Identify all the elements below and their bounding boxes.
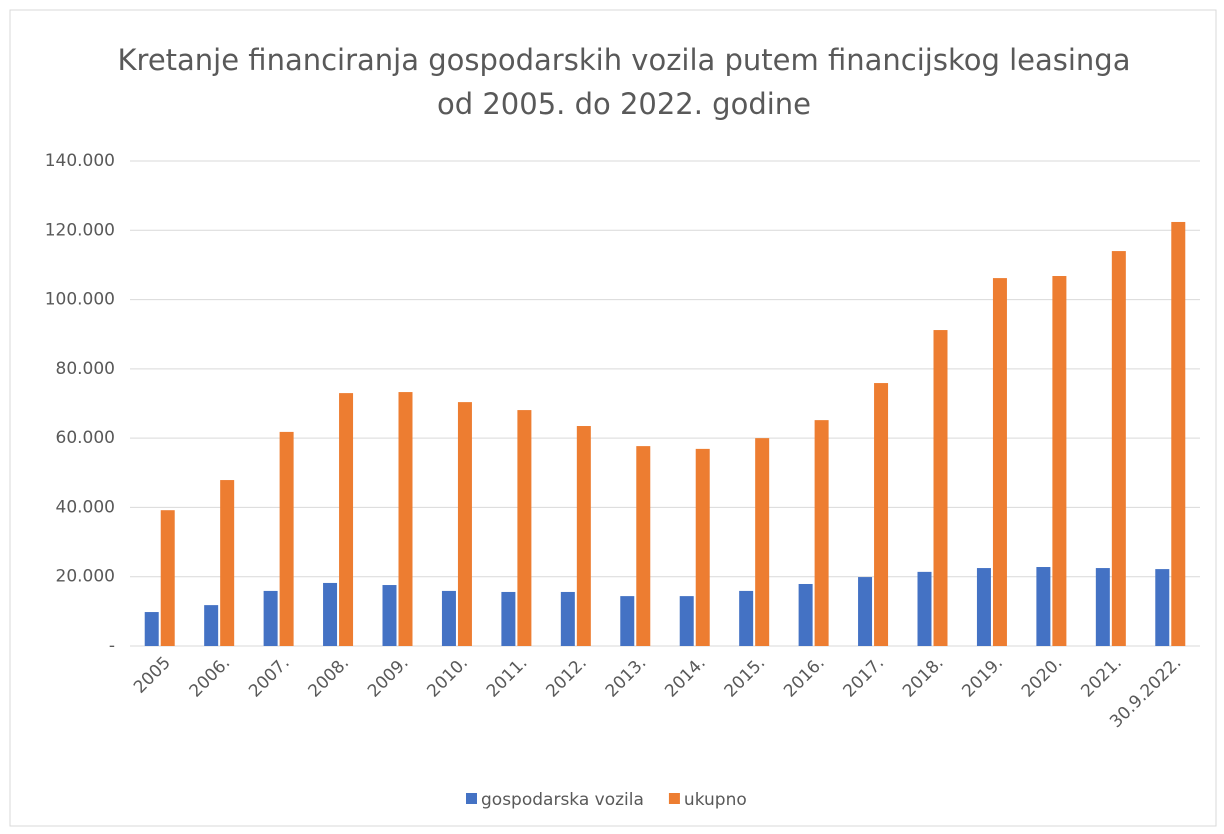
y-tick-label: 140.000	[45, 151, 115, 171]
bar	[814, 420, 829, 646]
bar	[620, 596, 635, 646]
bar	[576, 426, 591, 646]
bar	[917, 571, 932, 646]
y-tick-label: 100.000	[45, 290, 115, 310]
bar	[339, 393, 354, 646]
bar	[160, 510, 175, 646]
y-tick-label: 40.000	[56, 497, 115, 517]
bar	[204, 605, 219, 646]
bar	[1052, 276, 1067, 646]
bar	[1036, 567, 1051, 646]
legend-swatch	[466, 793, 477, 804]
bar	[976, 568, 991, 646]
bar	[517, 410, 532, 646]
y-tick-label: 80.000	[56, 359, 115, 379]
y-tick-label: 60.000	[56, 428, 115, 448]
bar	[798, 583, 813, 646]
bar	[560, 591, 575, 646]
bar	[398, 392, 413, 646]
bar	[144, 612, 159, 646]
bar	[933, 330, 948, 646]
y-tick-label: -	[109, 636, 115, 656]
y-tick-label: 20.000	[56, 567, 115, 587]
bar	[220, 480, 235, 646]
bar	[323, 582, 338, 646]
chart-border	[9, 9, 1217, 827]
y-tick-label: 120.000	[45, 220, 115, 240]
legend-label: gospodarska vozila	[481, 790, 644, 810]
bar	[279, 431, 294, 646]
bar	[1171, 221, 1186, 646]
bar	[501, 591, 516, 646]
bar	[441, 590, 456, 646]
bar	[874, 383, 889, 646]
bar	[1155, 569, 1170, 646]
legend-label: ukupno	[684, 790, 747, 810]
bar	[263, 590, 278, 646]
bar	[992, 278, 1007, 646]
legend-swatch	[668, 793, 680, 804]
bar	[858, 577, 873, 646]
bar	[1095, 568, 1110, 646]
bar	[382, 585, 397, 646]
bar	[679, 596, 694, 646]
bar	[755, 438, 770, 646]
bar	[695, 448, 710, 646]
bar	[457, 402, 472, 646]
bar	[739, 590, 754, 646]
chart-title: Kretanje financiranja gospodarskih vozil…	[118, 43, 1131, 121]
bar	[1111, 251, 1126, 647]
bar	[636, 446, 651, 646]
